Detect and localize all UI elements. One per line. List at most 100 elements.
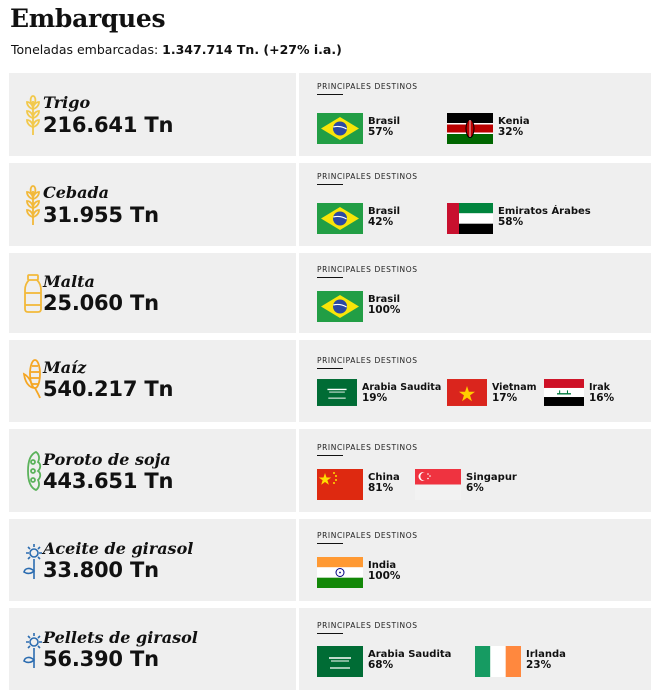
heading-underline [317,368,343,369]
brazil-flag-icon [317,291,363,322]
product-name: Malta [43,272,95,291]
product-name: Poroto de soja [43,450,171,469]
product-card: Pellets de girasol 56.390 Tn [9,608,296,690]
products-list: Trigo 216.641 Tn PRINCIPALES DESTINOS Br… [9,73,651,690]
product-card: Maíz 540.217 Tn [9,340,296,422]
product-card: Trigo 216.641 Tn [9,73,296,156]
heading-underline [317,455,343,456]
destinations-panel: PRINCIPALES DESTINOS Arabia Saudita 19% V… [299,340,651,422]
product-card: Aceite de girasol 33.800 Tn [9,519,296,601]
destination-country: Emiratos Árabes [498,206,591,217]
product-row-malta: Malta 25.060 Tn PRINCIPALES DESTINOS Bra… [9,253,651,333]
product-card: Cebada 31.955 Tn [9,163,296,246]
subtitle-total: 1.347.714 Tn. (+27% i.a.) [162,42,342,57]
destination-share: 100% [368,304,401,316]
product-row-soja: Poroto de soja 443.651 Tn PRINCIPALES DE… [9,429,651,512]
destination-item: Brasil 57% [317,113,433,144]
destination-country: Arabia Saudita [368,649,452,660]
subtitle-label: Toneladas embarcadas: [11,42,159,57]
destinations-heading: PRINCIPALES DESTINOS [317,531,418,540]
product-name: Pellets de girasol [43,628,198,647]
destination-share: 68% [368,659,394,671]
destinations-heading: PRINCIPALES DESTINOS [317,172,418,181]
page-title: Embarques [10,4,166,33]
destination-item: Brasil 42% [317,203,433,234]
destination-item: Arabia Saudita 68% [317,646,475,677]
china-flag-icon [317,469,363,500]
product-row-pellets-girasol: Pellets de girasol 56.390 Tn PRINCIPALES… [9,608,651,690]
destination-country: China [368,472,400,483]
page-subtitle: Toneladas embarcadas: 1.347.714 Tn. (+27… [11,42,342,57]
destinations-heading: PRINCIPALES DESTINOS [317,621,418,630]
destination-country: Arabia Saudita [362,382,442,393]
destination-country: Brasil [368,116,401,127]
destination-share: 32% [498,126,524,138]
destinations-heading: PRINCIPALES DESTINOS [317,265,418,274]
destination-item: Singapur 6% [415,469,517,500]
destination-share: 6% [466,482,484,494]
product-row-trigo: Trigo 216.641 Tn PRINCIPALES DESTINOS Br… [9,73,651,156]
product-card: Malta 25.060 Tn [9,253,296,333]
destination-country: India [368,560,397,571]
product-name: Aceite de girasol [43,539,194,558]
product-tonnage: 25.060 Tn [43,291,159,315]
destination-country: Kenia [498,116,530,127]
brazil-flag-icon [317,113,363,144]
heading-underline [317,543,343,544]
kenya-flag-icon [447,113,493,144]
india-flag-icon [317,557,363,588]
destination-share: 19% [362,392,388,404]
uae-flag-icon [447,203,493,234]
barley-icon [22,183,44,227]
malt-jar-icon [22,271,44,315]
product-tonnage: 31.955 Tn [43,203,159,227]
destination-country: Vietnam [492,382,537,393]
product-tonnage: 33.800 Tn [43,558,159,582]
destinations-panel: PRINCIPALES DESTINOS Arabia Saudita 68% I… [299,608,651,690]
destinations-panel: PRINCIPALES DESTINOS Brasil 100% [299,253,651,333]
destinations-panel: PRINCIPALES DESTINOS China 81% Singapur 6% [299,429,651,512]
destinations-heading: PRINCIPALES DESTINOS [317,82,418,91]
soybean-icon [22,449,44,493]
destination-share: 58% [498,216,524,228]
destinations-panel: PRINCIPALES DESTINOS Brasil 42% Emiratos … [299,163,651,246]
sunflower-pellets-icon [22,626,44,670]
destination-share: 57% [368,126,394,138]
destination-item: Brasil 100% [317,291,400,322]
destination-share: 16% [589,392,615,404]
destination-share: 42% [368,216,394,228]
destination-share: 81% [368,482,394,494]
destinations-panel: PRINCIPALES DESTINOS India 100% [299,519,651,601]
destination-country: Brasil [368,294,401,305]
destinations-heading: PRINCIPALES DESTINOS [317,443,418,452]
product-name: Cebada [43,183,110,202]
destination-item: Arabia Saudita 19% [317,379,447,406]
destination-country: Irak [589,382,610,393]
product-row-cebada: Cebada 31.955 Tn PRINCIPALES DESTINOS Br… [9,163,651,246]
vietnam-flag-icon [447,379,487,406]
destination-country: Brasil [368,206,401,217]
product-tonnage: 216.641 Tn [43,113,174,137]
destination-item: Vietnam 17% [447,379,544,406]
product-row-maiz: Maíz 540.217 Tn PRINCIPALES DESTINOS Ara… [9,340,651,422]
iraq-flag-icon [544,379,584,406]
product-name: Maíz [43,358,87,377]
destination-item: Kenia 32% [447,113,530,144]
destination-share: 100% [368,570,401,582]
destinations-panel: PRINCIPALES DESTINOS Brasil 57% Kenia 32% [299,73,651,156]
destination-item: India 100% [317,557,400,588]
destination-share: 23% [526,659,552,671]
heading-underline [317,277,343,278]
heading-underline [317,94,343,95]
saudi-flag-icon [317,646,363,677]
heading-underline [317,184,343,185]
destinations-heading: PRINCIPALES DESTINOS [317,356,418,365]
product-tonnage: 443.651 Tn [43,469,174,493]
heading-underline [317,633,343,634]
saudi-flag-icon [317,379,357,406]
sunflower-oil-icon [22,537,44,581]
product-card: Poroto de soja 443.651 Tn [9,429,296,512]
corn-icon [22,356,44,400]
wheat-icon [22,93,44,137]
product-name: Trigo [43,93,91,112]
